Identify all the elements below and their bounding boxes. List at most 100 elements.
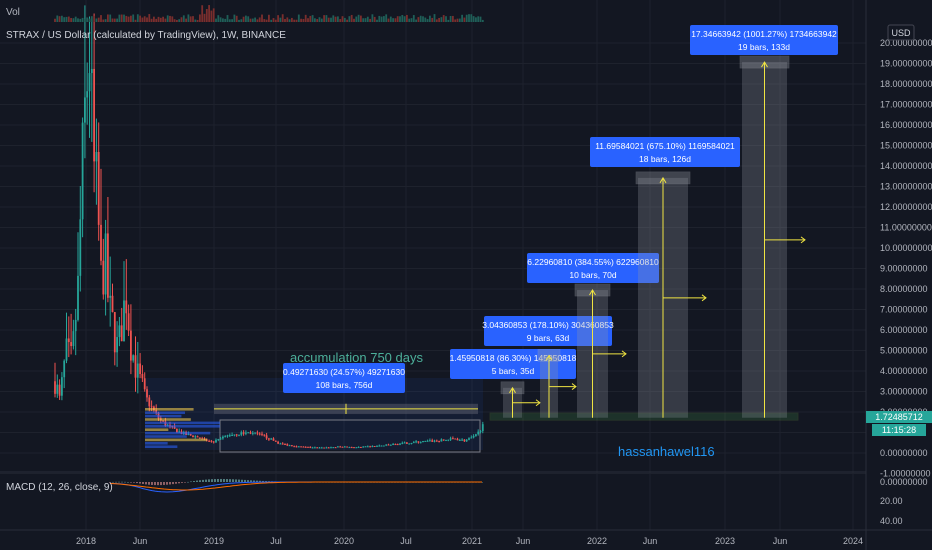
macd-histogram-bar bbox=[256, 480, 258, 482]
measure-label-box bbox=[283, 363, 405, 393]
measure-m3[interactable]: 6.22960810 (384.55%) 622960810 10 bars, 7… bbox=[527, 253, 659, 418]
measure-label-line2: 19 bars, 133d bbox=[738, 42, 790, 52]
volume-bar bbox=[238, 19, 240, 22]
volume-bar bbox=[74, 16, 77, 22]
macd-histogram-bar bbox=[211, 479, 213, 482]
volume-bar bbox=[141, 17, 144, 22]
candle-body bbox=[116, 337, 118, 353]
volume-bar bbox=[369, 18, 371, 22]
candle-body bbox=[387, 444, 390, 446]
macd-histogram-bar bbox=[190, 481, 192, 483]
candle-body bbox=[419, 442, 422, 444]
volume-profile-bar bbox=[145, 442, 168, 445]
measure-m0[interactable]: 0.49271630 (24.57%) 49271630 108 bars, 75… bbox=[214, 363, 478, 415]
candle-body bbox=[77, 275, 79, 320]
price-tick-label: -1.00000000 bbox=[880, 469, 931, 479]
base-zone bbox=[489, 412, 799, 421]
macd-histogram-bar bbox=[121, 481, 123, 483]
candle-body bbox=[95, 152, 98, 162]
macd-histogram-bar bbox=[157, 482, 159, 486]
macd-histogram-bar bbox=[133, 482, 135, 483]
time-axis[interactable]: 2018 Jun 2019 Jul 2020 Jul 2021 Jun 2022 Jun 2023 J… bbox=[76, 536, 863, 546]
volume-bar bbox=[134, 19, 137, 22]
measure-m4[interactable]: 11.69584021 (675.10%) 1169584021 18 bars,… bbox=[590, 137, 740, 418]
chart-grid bbox=[0, 0, 866, 530]
volume-bar bbox=[445, 16, 447, 22]
macd-label: MACD (12, 26, close, 9) bbox=[6, 482, 113, 493]
candle-body bbox=[465, 439, 468, 442]
macd-histogram-bar bbox=[253, 480, 255, 482]
candle-body bbox=[279, 443, 282, 445]
volume-bar bbox=[463, 17, 466, 22]
volume-bar bbox=[180, 17, 183, 22]
volume-bar bbox=[109, 14, 112, 22]
candle-body bbox=[245, 432, 247, 434]
volume-bar bbox=[199, 14, 201, 22]
candle-body bbox=[199, 437, 201, 439]
measure-arrowhead bbox=[571, 383, 577, 390]
volume-bar bbox=[231, 19, 233, 22]
volume-bar bbox=[403, 16, 406, 22]
candle-body bbox=[424, 440, 427, 442]
volume-bar bbox=[61, 15, 63, 22]
volume-bar bbox=[58, 16, 61, 22]
candle-body bbox=[67, 338, 70, 343]
measure-label-line1: 0.49271630 (24.57%) 49271630 bbox=[283, 367, 405, 377]
volume-bar bbox=[468, 14, 470, 22]
price-axis-bg bbox=[866, 0, 932, 550]
time-tick-label: Jun bbox=[643, 536, 658, 546]
candle-body bbox=[268, 438, 270, 440]
volume-bar bbox=[254, 17, 256, 22]
macd-histogram-bar bbox=[247, 480, 249, 482]
candle-body bbox=[337, 446, 339, 448]
currency-badge[interactable] bbox=[887, 24, 915, 41]
candle-body bbox=[162, 420, 164, 422]
volume-bar bbox=[339, 19, 342, 22]
candle-body bbox=[90, 68, 93, 74]
measure-arrowhead bbox=[589, 289, 596, 296]
volume-bar bbox=[182, 15, 185, 22]
volume-bar bbox=[394, 18, 397, 22]
candle-body bbox=[65, 338, 68, 361]
last-price: 1.72485712 bbox=[875, 412, 923, 422]
macd-histogram-bar bbox=[154, 482, 156, 486]
macd-line bbox=[109, 481, 482, 493]
candle-body bbox=[208, 440, 210, 442]
volume-bar bbox=[77, 18, 79, 22]
measure-m2[interactable]: 3.04360853 (178.10%) 304360853 9 bars, 63… bbox=[482, 316, 614, 418]
candle-body bbox=[297, 446, 300, 448]
volume-bar bbox=[215, 18, 217, 22]
macd-histogram-bar bbox=[196, 480, 198, 482]
candle-body bbox=[348, 447, 351, 449]
measure-m1[interactable]: 1.45950818 (86.30%) 145950818 5 bars, 35d bbox=[450, 349, 577, 418]
measure-m5[interactable]: 17.34663942 (1001.27%) 1734663942 19 bars… bbox=[690, 25, 838, 418]
candle-body bbox=[123, 300, 125, 342]
volume-bar bbox=[70, 17, 72, 22]
macd-histogram-bar bbox=[193, 481, 195, 482]
macd-histogram-bar bbox=[238, 479, 240, 482]
candle-body bbox=[148, 397, 151, 407]
measure-label-line1: 1.45950818 (86.30%) 145950818 bbox=[450, 353, 577, 363]
candle-body bbox=[429, 440, 431, 442]
candle-body bbox=[330, 447, 332, 449]
candle-body bbox=[192, 435, 194, 437]
macd-histogram-bar bbox=[250, 480, 252, 482]
candle-body bbox=[258, 433, 261, 435]
volume-bar bbox=[422, 16, 424, 22]
volume-profile-bar bbox=[145, 425, 221, 428]
volume-bar bbox=[302, 18, 305, 22]
candle-body bbox=[291, 445, 293, 447]
macd-histogram-bar bbox=[118, 481, 120, 483]
macd-histogram-bar bbox=[169, 482, 171, 485]
candle-body bbox=[410, 443, 413, 445]
volume-bar bbox=[233, 14, 236, 22]
candle-body bbox=[378, 445, 381, 447]
volume-bar bbox=[192, 16, 194, 22]
candle-body bbox=[150, 406, 153, 408]
volume-bar bbox=[327, 17, 330, 22]
volume-bar bbox=[162, 16, 164, 22]
volume-bar bbox=[465, 14, 468, 22]
candle-body bbox=[346, 446, 348, 448]
measure-label-line1: 11.69584021 (675.10%) 1169584021 bbox=[595, 141, 735, 151]
